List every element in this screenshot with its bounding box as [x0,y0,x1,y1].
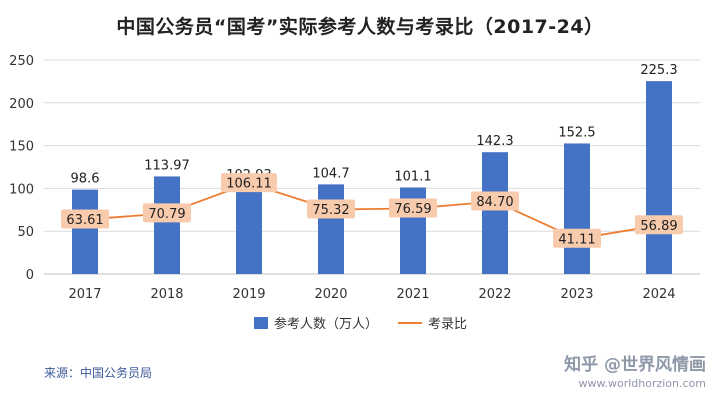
bar [236,185,262,274]
legend-line-label: 考录比 [428,317,467,332]
bar [72,189,98,274]
line-value-label: 76.59 [394,202,431,217]
line-value-label: 63.61 [66,213,103,228]
x-tick-label: 2022 [478,287,511,302]
x-tick-label: 2024 [642,287,675,302]
bar-value-label: 142.3 [476,134,513,149]
y-tick-label: 0 [26,268,34,283]
line-label-bg [471,191,519,211]
bar-value-label: 101.1 [394,169,431,184]
line-label-bg [553,228,601,248]
line-label-bg [61,209,109,229]
y-tick-label: 250 [9,54,34,69]
line-label-bg [307,199,355,219]
bar [318,184,344,274]
bar [646,81,672,274]
chart-title: 中国公务员“国考”实际参考人数与考录比（2017-24） [116,16,604,38]
x-tick-label: 2020 [314,287,347,302]
line-value-label: 56.89 [640,219,677,234]
axes: 0 50 100 150 200 250 2017 2018 2019 2020 2021 2022 2… [9,54,675,302]
bar [482,152,508,274]
x-tick-label: 2017 [68,287,101,302]
bar-value-label: 104.7 [312,166,349,181]
bar-value-label: 152.5 [558,125,595,140]
line-value-label: 75.32 [312,203,349,218]
watermark-text: 知乎 @世界风情画 [564,355,706,375]
bar-value-label: 225.3 [640,63,677,78]
line-value-label: 41.11 [558,232,595,247]
line-value-label: 106.11 [226,177,272,192]
line-label-bg [143,203,191,223]
y-tick-label: 150 [9,140,34,155]
bar-value-label: 113.97 [144,158,190,173]
line-label-bg [389,198,437,218]
source-note: 来源：中国公务员局 [44,366,153,380]
watermark-url: www.worldhorzion.com [578,377,706,390]
x-tick-label: 2023 [560,287,593,302]
gridlines [44,59,700,275]
line-label-bg [221,173,277,193]
bar-value-label: 98.6 [71,172,100,187]
x-tick-label: 2019 [232,287,265,302]
y-tick-label: 50 [17,225,34,240]
bar-series [72,81,672,274]
line-value-label: 84.70 [476,195,513,210]
y-tick-label: 100 [9,182,34,197]
bar [564,143,590,274]
bar [154,176,180,274]
line-label-bg [635,215,683,235]
watermark: 知乎 @世界风情画 www.worldhorzion.com [564,350,706,390]
legend-bar-swatch [254,317,268,329]
y-tick-label: 200 [9,97,34,112]
x-tick-label: 2021 [396,287,429,302]
legend-bar-label: 参考人数（万人） [274,316,378,332]
data-labels: 98.6113.97102.93104.7101.1142.3152.5225.… [61,63,683,248]
x-tick-label: 2018 [150,287,183,302]
legend: 参考人数（万人） 考录比 [254,316,467,332]
line-value-label: 70.79 [148,207,185,222]
